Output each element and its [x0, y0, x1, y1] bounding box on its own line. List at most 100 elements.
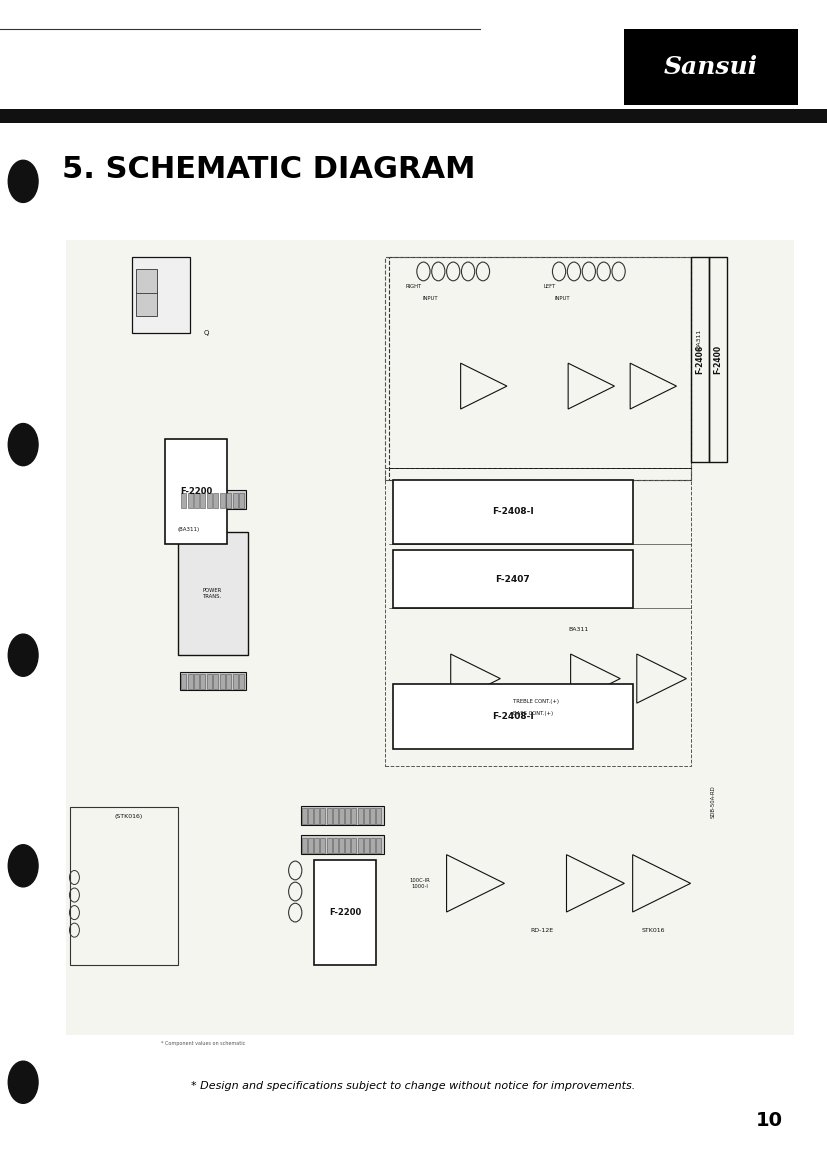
Bar [339, 838, 344, 853]
Text: POWER
TRANS.: POWER TRANS. [203, 587, 222, 599]
Bar [220, 493, 225, 508]
Bar [207, 493, 212, 508]
Bar [339, 808, 344, 824]
Bar [180, 672, 246, 690]
Bar [370, 838, 375, 853]
Bar [232, 493, 237, 508]
Text: BA311: BA311 [569, 627, 589, 632]
Text: F-2200: F-2200 [329, 908, 361, 917]
Bar [213, 493, 218, 508]
Bar [308, 838, 313, 853]
Bar [188, 674, 193, 689]
Bar [376, 808, 381, 824]
Text: TREBLE CONT.(+): TREBLE CONT.(+) [513, 700, 559, 704]
Bar [393, 480, 633, 544]
Bar [321, 838, 326, 853]
Bar [364, 808, 369, 824]
Bar [321, 808, 326, 824]
Text: INPUT: INPUT [423, 296, 437, 301]
Circle shape [8, 634, 38, 676]
Text: 100C-IR
1000-I: 100C-IR 1000-I [409, 878, 431, 889]
Text: * Component values on schematic: * Component values on schematic [161, 1041, 246, 1046]
Bar [0, 109, 827, 123]
Bar [301, 806, 384, 825]
Text: INPUT: INPUT [555, 296, 570, 301]
Text: F-2406: F-2406 [696, 345, 704, 374]
Text: F-2407: F-2407 [495, 574, 530, 584]
Bar [194, 674, 199, 689]
Text: F-2408-I: F-2408-I [492, 713, 533, 721]
Text: Sansui: Sansui [664, 55, 758, 80]
Bar [213, 674, 218, 689]
Circle shape [8, 1061, 38, 1103]
Text: F-2400: F-2400 [714, 345, 722, 374]
Bar [180, 490, 246, 509]
Bar [181, 493, 186, 508]
Bar [393, 684, 633, 749]
Bar [357, 838, 362, 853]
Bar [239, 493, 244, 508]
Bar [178, 532, 248, 655]
Text: BA311: BA311 [696, 329, 701, 350]
Text: * Design and specifications subject to change without notice for improvements.: * Design and specifications subject to c… [191, 1081, 636, 1090]
Bar [301, 835, 384, 854]
Text: STK016: STK016 [642, 928, 665, 932]
Text: LEFT: LEFT [544, 284, 556, 289]
Text: SDB-50A-RD: SDB-50A-RD [710, 785, 715, 818]
Bar [70, 807, 178, 965]
Text: 5. SCHEMATIC DIAGRAM: 5. SCHEMATIC DIAGRAM [62, 156, 476, 184]
Bar [66, 240, 794, 1035]
Bar [314, 838, 319, 853]
Bar [200, 674, 205, 689]
Bar [227, 493, 232, 508]
Circle shape [8, 424, 38, 466]
Bar [327, 808, 332, 824]
Bar [239, 674, 244, 689]
Bar [232, 674, 237, 689]
Bar [385, 468, 691, 766]
Bar [132, 257, 190, 333]
Bar [314, 860, 376, 965]
Text: RIGHT: RIGHT [405, 284, 422, 289]
Bar [136, 269, 157, 292]
Bar [624, 29, 798, 105]
Bar [332, 808, 337, 824]
Text: Q: Q [204, 330, 209, 337]
Bar [691, 257, 709, 462]
Bar [351, 838, 356, 853]
Bar [302, 808, 307, 824]
Bar [385, 257, 691, 480]
Bar [327, 838, 332, 853]
Bar [220, 674, 225, 689]
Bar [357, 808, 362, 824]
Text: (BA311): (BA311) [178, 528, 200, 532]
Bar [332, 838, 337, 853]
Bar [351, 808, 356, 824]
Bar [188, 493, 193, 508]
Bar [165, 439, 227, 544]
Bar [389, 257, 691, 480]
Bar [308, 808, 313, 824]
Bar [194, 493, 199, 508]
Circle shape [8, 160, 38, 202]
Bar [227, 674, 232, 689]
Bar [207, 674, 212, 689]
Text: (STK016): (STK016) [114, 814, 142, 819]
Bar [364, 838, 369, 853]
Bar [346, 838, 350, 853]
Bar [393, 550, 633, 608]
Text: F-2200: F-2200 [180, 487, 213, 496]
Text: BASS CONT.(+): BASS CONT.(+) [513, 711, 553, 716]
Bar [136, 292, 157, 316]
Bar [181, 674, 186, 689]
Bar [370, 808, 375, 824]
Bar [200, 493, 205, 508]
Text: F-2408-I: F-2408-I [492, 508, 533, 516]
Text: RD-12E: RD-12E [530, 928, 553, 932]
Bar [376, 838, 381, 853]
Text: 10: 10 [756, 1112, 782, 1130]
Circle shape [8, 845, 38, 887]
Bar [709, 257, 727, 462]
Bar [346, 808, 350, 824]
Bar [314, 808, 319, 824]
